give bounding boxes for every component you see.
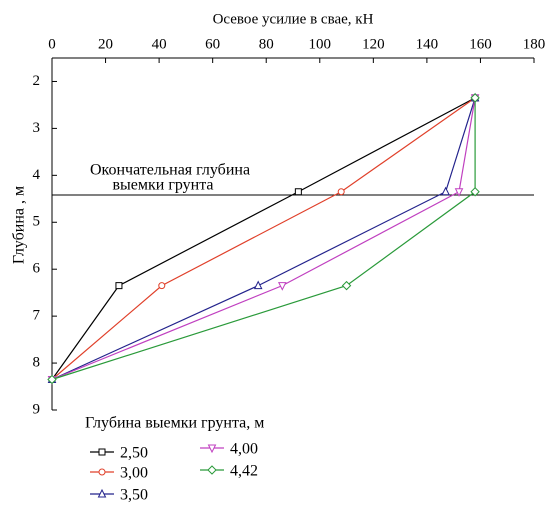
x-tick-label: 160 [469, 36, 492, 52]
annotation: Окончательная глубина [90, 162, 250, 179]
marker [47, 374, 57, 385]
legend-marker [207, 444, 217, 454]
annotation: выемки грунта [112, 177, 213, 194]
marker [294, 188, 302, 196]
series-line [51, 97, 476, 380]
legend-marker [98, 448, 106, 456]
marker [277, 282, 287, 291]
y-tick-label: 7 [33, 308, 41, 324]
marker [158, 282, 166, 290]
legend-label: 3,50 [120, 487, 148, 504]
y-tick-label: 8 [33, 355, 41, 371]
x-tick-label: 100 [309, 36, 332, 52]
legend-label: 2,50 [120, 445, 148, 462]
legend-marker [98, 468, 106, 476]
marker [470, 93, 480, 103]
marker [441, 186, 450, 196]
y-tick-label: 2 [33, 73, 41, 89]
legend-label: 4,00 [230, 441, 258, 458]
y-tick-label: 9 [33, 401, 41, 417]
y-axis-label: Глубина , м [11, 186, 28, 264]
y-tick-label: 3 [33, 120, 41, 136]
legend-label: 3,00 [120, 465, 148, 482]
marker [337, 188, 345, 196]
marker [454, 188, 464, 197]
y-tick-label: 4 [33, 167, 41, 183]
legend-label: 4,42 [230, 463, 258, 480]
legend-marker [97, 488, 107, 498]
series-line [51, 97, 476, 380]
x-tick-label: 140 [416, 36, 439, 52]
x-tick-label: 20 [98, 36, 113, 52]
x-tick-label: 120 [362, 36, 385, 52]
x-tick-label: 40 [152, 36, 167, 52]
x-tick-label: 180 [523, 36, 546, 52]
series-line [51, 97, 476, 381]
x-axis-label: Осевое усилие в свае, кН [213, 11, 374, 27]
x-tick-label: 80 [259, 36, 274, 52]
series-line [51, 97, 476, 381]
y-tick-label: 6 [33, 261, 41, 277]
marker [115, 282, 123, 290]
marker [470, 187, 480, 197]
y-tick-label: 5 [33, 214, 41, 230]
x-tick-label: 0 [48, 36, 56, 52]
legend-marker [207, 465, 217, 475]
marker [253, 280, 263, 290]
series-line [51, 97, 476, 381]
legend-title: Глубина выемки грунта, м [85, 415, 264, 432]
x-tick-label: 60 [205, 36, 220, 52]
marker [341, 280, 352, 291]
